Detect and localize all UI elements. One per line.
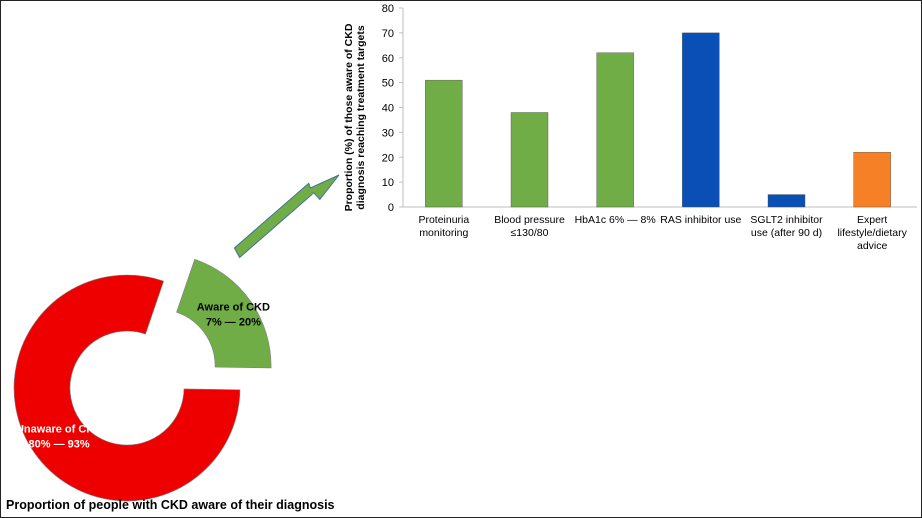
x-tick-label-line: lifestyle/dietary xyxy=(837,227,907,239)
y-tick-label: 20 xyxy=(382,152,394,164)
donut-chart-title: Proportion of people with CKD aware of t… xyxy=(6,498,335,512)
arrow-shape xyxy=(233,174,340,259)
donut-range-unaware-of-ckd: 80% — 93% xyxy=(29,439,90,451)
y-axis-label-line1: Proportion (%) of those aware of CKD xyxy=(343,23,355,211)
x-tick-label-line: Proteinuria xyxy=(418,214,469,226)
y-axis-label: Proportion (%) of those aware of CKDdiag… xyxy=(343,23,367,211)
bar xyxy=(767,194,806,208)
bar xyxy=(510,112,549,208)
donut-label-aware-of-ckd: Aware of CKD xyxy=(197,301,270,313)
bar xyxy=(425,79,463,208)
bar xyxy=(853,152,891,208)
donut-label-unaware-of-ckd: Unaware of CKD xyxy=(16,424,102,436)
x-tick-label: Expert lifestyle/dietary advice xyxy=(837,214,907,252)
pointer-arrow xyxy=(233,174,340,259)
x-tick-label-line: ≤130/80 xyxy=(511,227,549,239)
x-tick-label-line: Blood pressure xyxy=(494,214,565,226)
y-tick-label: 30 xyxy=(382,127,394,139)
x-tick-label-line: advice xyxy=(857,240,888,252)
x-tick-label-line: use (after 90 d) xyxy=(751,227,822,239)
x-tick-label: Blood pressure ≤130/80 xyxy=(494,214,565,239)
y-tick-label: 40 xyxy=(382,103,394,115)
y-tick-label: 50 xyxy=(382,78,394,90)
donut-range-aware-of-ckd: 7% — 20% xyxy=(206,316,261,328)
donut-slice-aware-of-ckd xyxy=(176,258,272,369)
x-tick-label-line: HbA1c 6% — 8% xyxy=(575,214,656,226)
x-tick-label-line: RAS inhibitor use xyxy=(660,214,741,226)
y-tick-label: 0 xyxy=(388,202,394,214)
y-tick-label: 80 xyxy=(382,3,394,15)
donut-slice-unaware-of-ckd xyxy=(13,274,241,502)
donut-chart: Aware of CKD 7% — 20% Unaware of CKD 80% — … xyxy=(13,258,272,502)
bar-chart: 0 10 20 30 40 50 60 70 80 Proportion (%) of those… xyxy=(343,3,917,252)
x-tick-label-line: SGLT2 inhibitor xyxy=(750,214,823,226)
y-axis-label-line2: diagnosis reaching treatment targets xyxy=(355,25,367,210)
x-tick-label-line: Expert xyxy=(857,214,887,226)
x-tick-label: Proteinuria monitoring xyxy=(418,214,469,239)
y-tick-label: 10 xyxy=(382,177,394,189)
x-tick-label: HbA1c 6% — 8% xyxy=(575,214,656,226)
x-tick-label-line: monitoring xyxy=(419,227,468,239)
x-tick-label: RAS inhibitor use xyxy=(660,214,741,226)
x-tick-label: SGLT2 inhibitor use (after 90 d) xyxy=(750,214,823,239)
bar xyxy=(596,52,634,208)
y-tick-label: 70 xyxy=(382,28,394,40)
bar xyxy=(682,32,720,208)
y-tick-label: 60 xyxy=(382,53,394,65)
